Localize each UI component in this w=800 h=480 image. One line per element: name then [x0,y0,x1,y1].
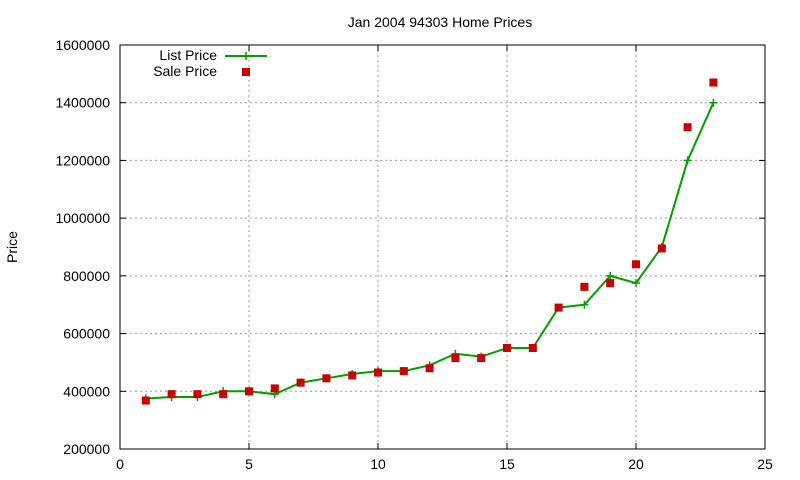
y-tick-label: 1600000 [55,37,110,53]
legend-label-list-price: List Price [159,47,217,63]
y-tick-label: 600000 [63,326,110,342]
x-tick-label: 25 [757,456,773,472]
y-axis-label: Price [4,231,20,263]
y-tick-label: 200000 [63,441,110,457]
sale-price-point [322,374,331,383]
y-tick-label: 1000000 [55,210,110,226]
y-tick-label: 800000 [63,268,110,284]
sale-price-point [399,367,408,376]
sale-price-point [580,282,589,291]
list-price-point [709,98,718,107]
legend-label-sale-price: Sale Price [153,63,217,79]
sale-price-point [657,244,666,253]
plot-frame [119,44,766,450]
grid-lines [120,45,765,449]
sale-price-point [219,390,228,399]
y-tick-label: 400000 [63,383,110,399]
chart-title: Jan 2004 94303 Home Prices [348,14,532,30]
list-price-point [683,156,692,165]
list-price-series [141,98,718,403]
sale-price-series [141,78,718,405]
sale-price-point [425,364,434,373]
x-tick-label: 20 [628,456,644,472]
sale-price-point [348,371,357,380]
y-tick-label: 1200000 [55,152,110,168]
sale-price-point [554,303,563,312]
x-tick-label: 0 [116,456,124,472]
sale-price-point [528,344,537,352]
list-price-point [606,271,615,280]
sale-price-point [296,378,305,387]
sale-price-point [270,384,279,393]
sale-price-point [451,354,460,363]
sale-price-point [632,260,640,269]
sale-price-point [193,390,202,399]
sale-price-point [503,344,511,352]
sale-price-point [477,354,486,363]
list-price-point [632,279,640,288]
sale-price-point [245,387,253,396]
sale-price-point [683,123,692,132]
list-price-point [580,300,589,309]
x-tick-label: 15 [499,456,515,472]
list-price-line [145,102,715,400]
legend-swatch-sale-price [242,68,250,76]
x-tick-label: 5 [245,456,253,472]
sale-price-point [606,279,615,288]
sale-price-point [141,396,150,405]
sale-price-point [167,390,176,399]
x-tick-label: 10 [370,456,386,472]
sale-price-point [709,78,718,87]
sale-price-point [374,368,382,377]
y-tick-label: 1400000 [55,95,110,111]
